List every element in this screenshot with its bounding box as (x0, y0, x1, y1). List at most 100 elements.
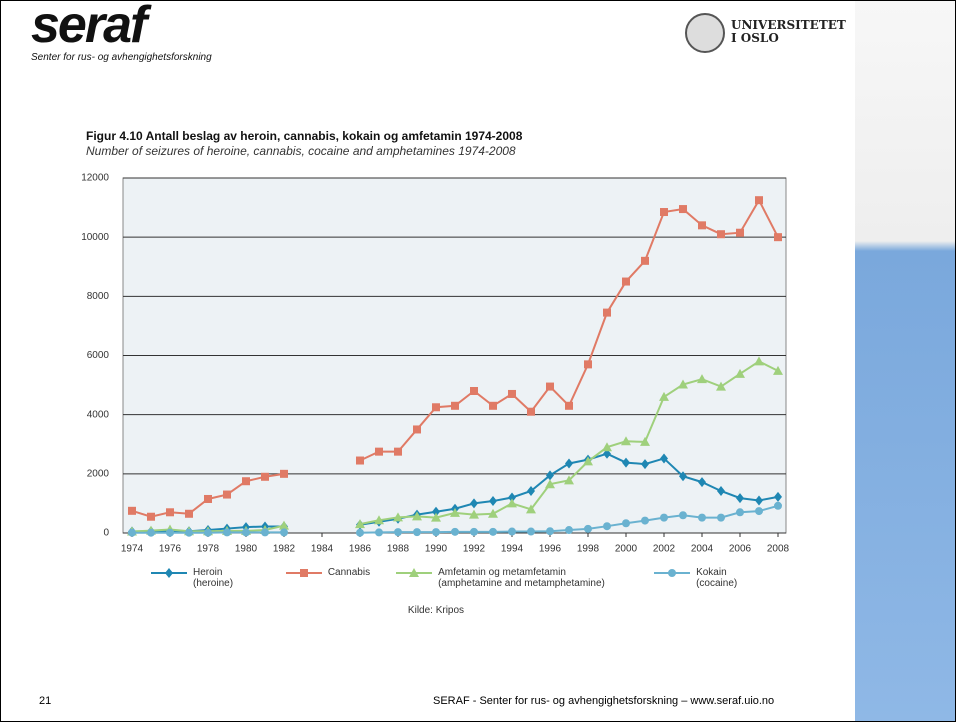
marker (508, 527, 516, 536)
legend-swatch (285, 569, 322, 577)
marker (660, 513, 668, 522)
footer-text: SERAF - Senter for rus- og avhengighetsf… (433, 695, 775, 707)
x-tick-label: 1988 (387, 544, 410, 555)
x-tick-label: 1990 (425, 544, 448, 555)
marker (204, 528, 212, 537)
decor-panel (855, 1, 955, 721)
marker (299, 569, 308, 577)
marker (736, 493, 744, 504)
marker (546, 527, 554, 536)
marker (185, 528, 193, 537)
marker (431, 512, 441, 522)
marker (641, 459, 649, 470)
marker (603, 448, 611, 459)
legend-item: Kokain (cocaine) (654, 567, 765, 589)
marker (508, 492, 516, 503)
marker (147, 512, 155, 521)
legend-swatch (654, 569, 691, 577)
legend-swatch (151, 568, 187, 578)
marker (527, 527, 535, 536)
marker (451, 527, 459, 536)
marker (375, 528, 383, 537)
y-tick-label: 4000 (87, 409, 110, 420)
marker (602, 442, 612, 452)
marker (261, 528, 269, 537)
x-tick-label: 1974 (121, 544, 144, 555)
marker (375, 447, 383, 456)
marker (128, 528, 136, 537)
marker (242, 528, 250, 537)
legend-label: Heroin (heroine) (193, 567, 234, 589)
marker (603, 308, 611, 317)
marker (147, 528, 155, 537)
marker (679, 511, 687, 520)
university-name: UNIVERSITETET I OSLO (731, 19, 846, 45)
marker (394, 528, 402, 537)
marker (679, 471, 687, 482)
x-tick-label: 1994 (501, 544, 524, 555)
marker (565, 401, 573, 410)
source: Kilde: Kripos (407, 605, 465, 616)
marker (489, 401, 497, 410)
marker (584, 360, 592, 369)
x-tick-label: 2002 (653, 544, 676, 555)
marker (242, 477, 250, 486)
marker (583, 456, 593, 466)
legend: Heroin (heroine) Cannabis Amfetamin og met… (151, 567, 791, 589)
x-tick-label: 1984 (311, 544, 334, 555)
marker (432, 506, 440, 517)
x-tick-label: 1982 (273, 544, 296, 555)
marker (280, 469, 288, 478)
page-number: 21 (39, 695, 52, 707)
legend-swatch (396, 568, 433, 577)
x-tick-label: 1980 (235, 544, 258, 555)
marker (545, 479, 555, 489)
marker (166, 528, 174, 537)
marker (621, 436, 631, 446)
legend-label: Cannabis (327, 567, 371, 578)
marker (355, 519, 365, 529)
marker (622, 519, 630, 528)
marker (393, 512, 403, 522)
marker (470, 387, 478, 395)
marker (565, 526, 573, 535)
logo-subtitle: Senter for rus- og avhengighetsforskning (31, 52, 212, 63)
marker (773, 365, 783, 375)
marker (469, 509, 479, 519)
university-line: UNIVERSITETET (731, 18, 846, 32)
marker (697, 374, 707, 384)
logo: seraf (31, 0, 147, 54)
marker (546, 470, 554, 481)
x-tick-label: 1998 (577, 544, 600, 555)
y-tick-label: 12000 (81, 173, 109, 184)
marker (698, 221, 706, 230)
legend-item: Amfetamin og metamfetamin (amphetamine a… (396, 567, 628, 589)
marker (641, 256, 649, 265)
marker (413, 425, 421, 434)
marker (261, 472, 269, 481)
marker (774, 501, 782, 510)
marker (412, 511, 422, 521)
x-tick-label: 1978 (197, 544, 220, 555)
chart-subtitle: Number of seizures of heroine, cannabis,… (86, 144, 516, 158)
marker (736, 228, 744, 237)
x-tick-label: 1986 (349, 544, 372, 555)
x-tick-label: 1992 (463, 544, 486, 555)
marker (128, 506, 136, 515)
marker (659, 391, 669, 401)
university-seal (685, 13, 725, 53)
marker (394, 447, 402, 456)
marker (166, 508, 174, 517)
marker (546, 382, 554, 391)
marker (755, 196, 763, 205)
legend-item: Heroin (heroine) (151, 567, 260, 589)
marker (755, 495, 763, 506)
marker (185, 509, 193, 518)
marker (451, 401, 459, 410)
marker (409, 568, 420, 577)
marker (527, 407, 535, 416)
marker (668, 569, 677, 577)
marker (698, 513, 706, 522)
marker (736, 508, 744, 517)
